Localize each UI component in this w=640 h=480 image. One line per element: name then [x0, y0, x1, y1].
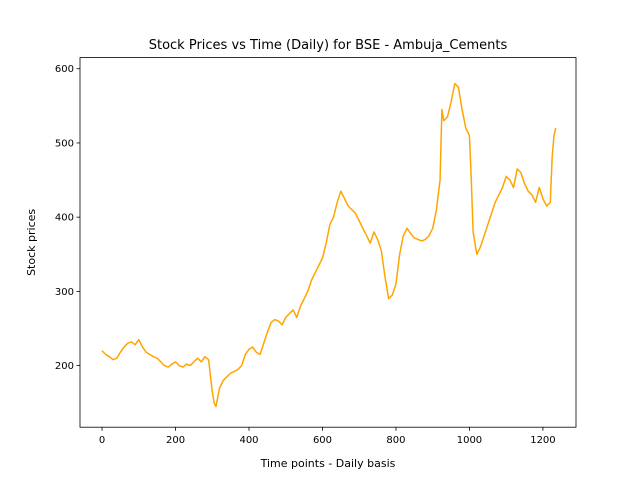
y-axis-ticks: 200 300 400 500 600	[55, 64, 80, 372]
x-axis-label: Time points - Daily basis	[260, 457, 396, 470]
x-tick-label: 400	[239, 435, 258, 446]
x-tick-label: 1200	[530, 435, 555, 446]
chart-title: Stock Prices vs Time (Daily) for BSE - A…	[149, 38, 508, 53]
series-line-0	[102, 84, 556, 407]
x-tick-label: 0	[99, 435, 105, 446]
plot-area	[102, 84, 556, 407]
x-tick-label: 600	[313, 435, 332, 446]
y-tick-label: 500	[55, 138, 74, 149]
y-tick-label: 200	[55, 361, 74, 372]
y-tick-label: 400	[55, 213, 74, 224]
y-axis-label: Stock prices	[25, 209, 38, 276]
x-axis-ticks: 0 200 400 600 800 1000 1200	[99, 427, 556, 446]
y-tick-label: 300	[55, 287, 74, 298]
x-tick-label: 1000	[457, 435, 482, 446]
x-tick-label: 200	[166, 435, 185, 446]
x-tick-label: 800	[386, 435, 405, 446]
y-tick-label: 600	[55, 64, 74, 75]
plot-frame	[80, 58, 576, 428]
